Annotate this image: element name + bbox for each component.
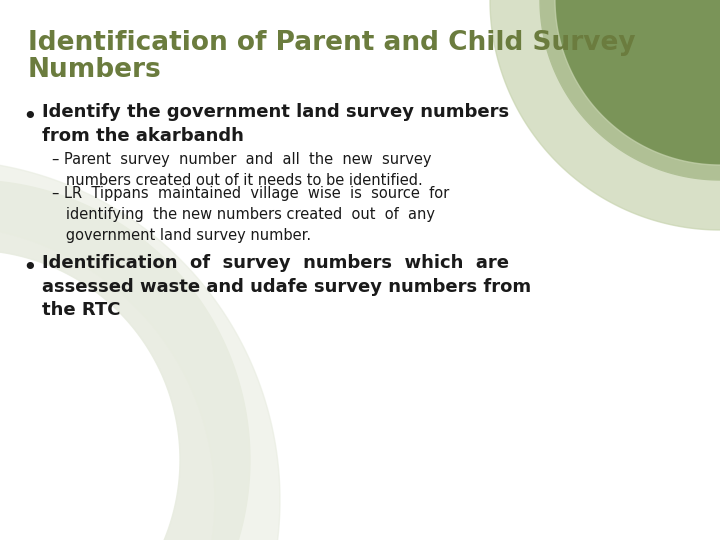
Polygon shape <box>490 0 720 230</box>
Text: Identification  of  survey  numbers  which  are
assessed waste and udafe survey : Identification of survey numbers which a… <box>42 254 531 319</box>
Text: – Parent  survey  number  and  all  the  new  survey
   numbers created out of i: – Parent survey number and all the new s… <box>52 152 431 188</box>
Polygon shape <box>0 180 250 540</box>
Text: Numbers: Numbers <box>28 57 162 83</box>
Polygon shape <box>540 0 720 180</box>
Text: •: • <box>22 105 37 129</box>
Text: – LR  Tippans  maintained  village  wise  is  source  for
   identifying  the ne: – LR Tippans maintained village wise is … <box>52 186 449 243</box>
Text: Identify the government land survey numbers
from the akarbandh: Identify the government land survey numb… <box>42 103 509 145</box>
Text: •: • <box>22 256 37 280</box>
Text: Identification of Parent and Child Survey: Identification of Parent and Child Surve… <box>28 30 636 56</box>
Polygon shape <box>0 160 280 540</box>
